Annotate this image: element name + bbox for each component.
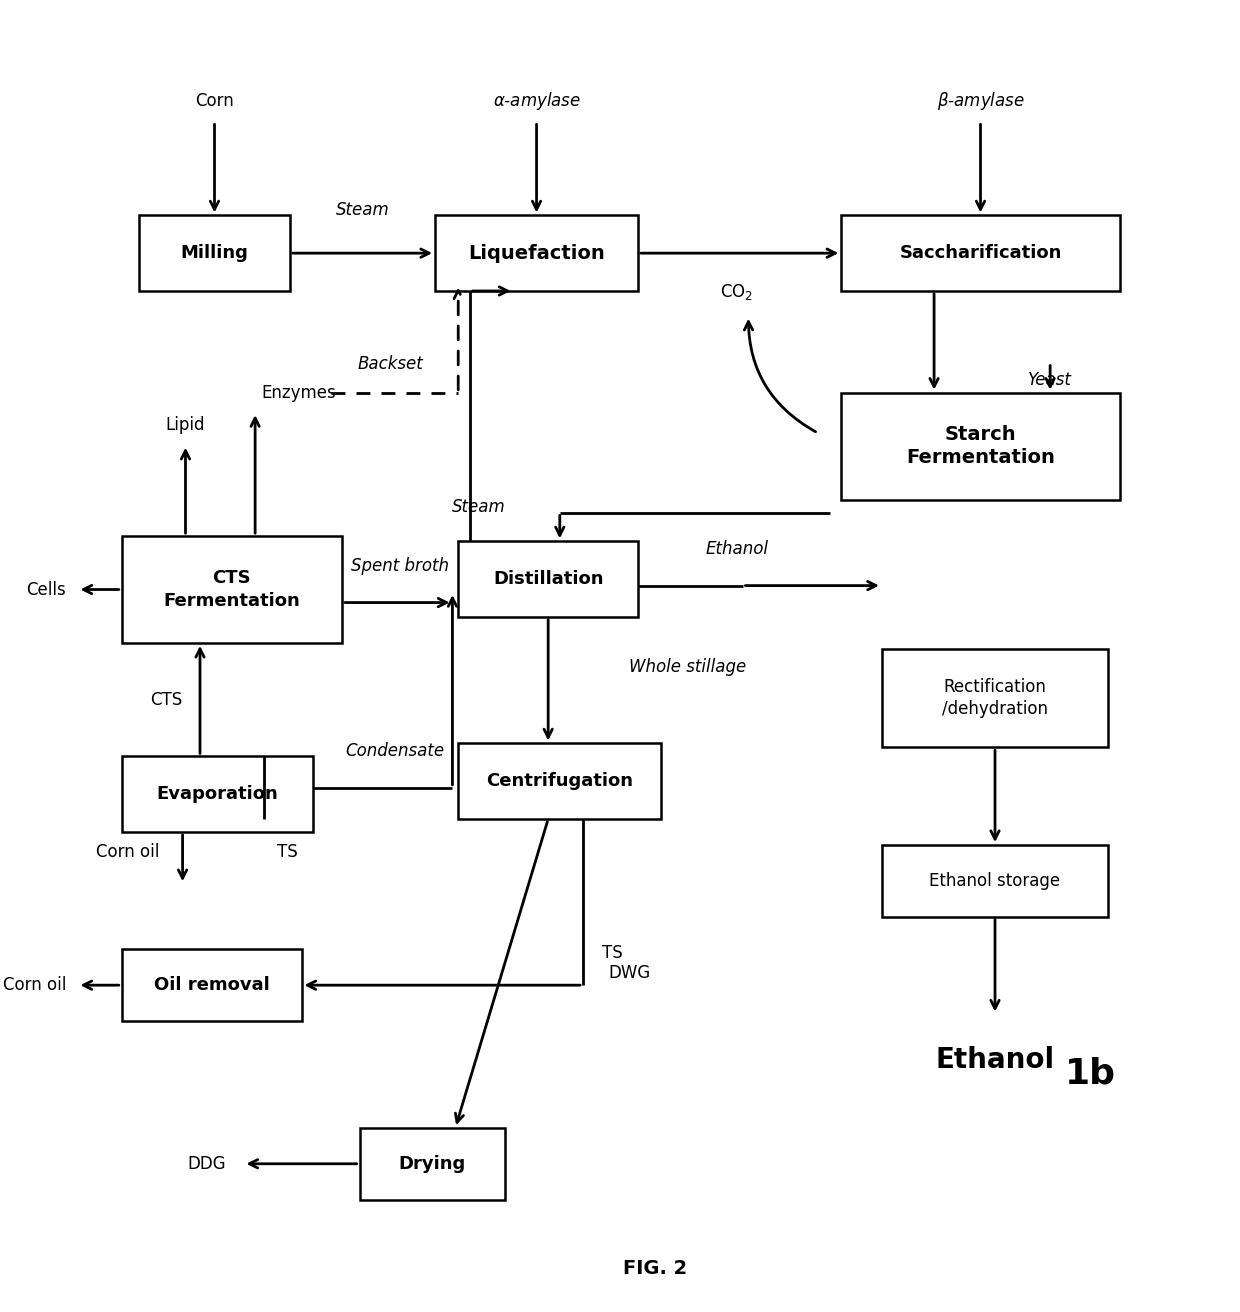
Text: Cells: Cells (26, 580, 66, 598)
Text: Milling: Milling (181, 244, 248, 262)
Text: $\beta$-amylase: $\beta$-amylase (936, 89, 1024, 112)
Text: Condensate: Condensate (345, 743, 444, 760)
FancyBboxPatch shape (841, 215, 1120, 291)
Text: FIG. 2: FIG. 2 (624, 1260, 688, 1278)
Text: DWG: DWG (609, 964, 651, 983)
Text: Whole stillage: Whole stillage (630, 659, 746, 676)
FancyBboxPatch shape (435, 215, 639, 291)
Text: Drying: Drying (398, 1155, 466, 1173)
FancyBboxPatch shape (122, 757, 314, 832)
Text: Ethanol: Ethanol (706, 541, 769, 558)
Text: Steam: Steam (336, 201, 389, 219)
Text: Enzymes: Enzymes (260, 383, 336, 401)
Text: TS: TS (601, 943, 622, 962)
FancyBboxPatch shape (122, 950, 301, 1021)
Text: Ethanol storage: Ethanol storage (930, 872, 1060, 890)
Text: Spent broth: Spent broth (351, 558, 449, 575)
FancyBboxPatch shape (841, 392, 1120, 500)
Text: Starch
Fermentation: Starch Fermentation (906, 425, 1055, 467)
Text: Corn oil: Corn oil (95, 842, 160, 861)
Text: 1b: 1b (1065, 1056, 1116, 1090)
Text: Evaporation: Evaporation (156, 785, 278, 803)
Text: Ethanol: Ethanol (935, 1046, 1054, 1075)
Text: Distillation: Distillation (494, 571, 604, 588)
Text: $\alpha$-amylase: $\alpha$-amylase (492, 89, 580, 112)
Text: Corn: Corn (195, 92, 234, 110)
FancyBboxPatch shape (459, 542, 639, 617)
Text: Centrifugation: Centrifugation (486, 773, 634, 790)
Text: Oil removal: Oil removal (154, 976, 269, 994)
Text: TS: TS (277, 842, 298, 861)
Text: CTS: CTS (150, 690, 182, 708)
FancyBboxPatch shape (122, 537, 342, 643)
FancyBboxPatch shape (882, 649, 1109, 748)
FancyBboxPatch shape (360, 1128, 505, 1199)
Text: CO$_2$: CO$_2$ (720, 282, 754, 302)
Text: CTS
Fermentation: CTS Fermentation (164, 569, 300, 610)
FancyBboxPatch shape (459, 744, 661, 819)
Text: Backset: Backset (357, 356, 423, 373)
FancyBboxPatch shape (139, 215, 290, 291)
Text: Steam: Steam (451, 499, 506, 517)
Text: Yeast: Yeast (1028, 370, 1073, 388)
Text: DDG: DDG (187, 1155, 226, 1173)
Text: Saccharification: Saccharification (899, 244, 1061, 262)
FancyBboxPatch shape (882, 845, 1109, 917)
Text: Corn oil: Corn oil (2, 976, 66, 994)
Text: Lipid: Lipid (166, 416, 206, 434)
Text: Rectification
/dehydration: Rectification /dehydration (942, 678, 1048, 719)
Text: Liquefaction: Liquefaction (469, 244, 605, 262)
